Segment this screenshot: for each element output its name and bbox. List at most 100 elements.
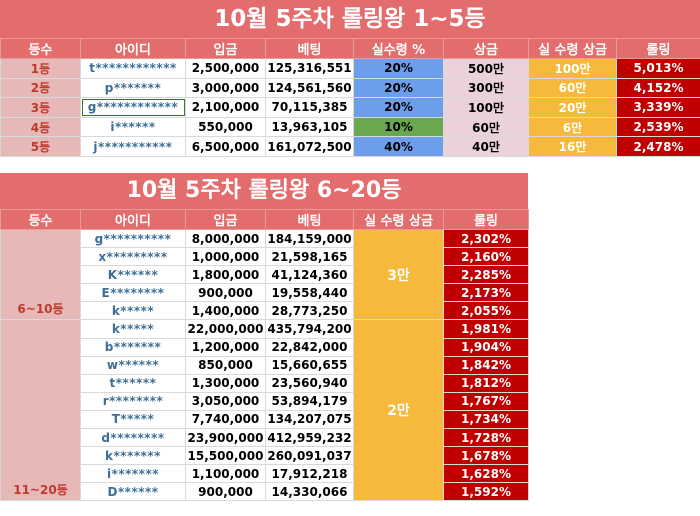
table-row: k***** 1,400,000 28,773,250 2,055% xyxy=(1,301,529,321)
deposit-cell: 1,100,000 xyxy=(185,464,266,484)
rank-cell: 2등 xyxy=(0,77,81,99)
user-id-cell: k***** xyxy=(80,319,186,339)
lower-ranking-title: 10월 5주차 롤링왕 6~20등 xyxy=(0,173,528,209)
prize-cell: 500만 xyxy=(443,58,529,79)
table-row: w****** 850,000 15,660,655 1,842% xyxy=(1,355,529,375)
table-row: k******* 15,500,000 260,091,037 1,678% xyxy=(1,446,529,466)
user-id-cell: d******** xyxy=(80,428,186,448)
bet-cell: 21,598,165 xyxy=(265,247,354,267)
actual-prize-cell: 16만 xyxy=(528,136,617,157)
deposit-cell: 23,900,000 xyxy=(185,428,266,448)
rank-group-11-20: 11~20등 xyxy=(0,319,81,502)
col-header-rolling: 롤링 xyxy=(443,209,529,230)
deposit-cell: 1,400,000 xyxy=(185,301,266,321)
table-header-row: 등수 아이디 입금 베팅 실수령 % 상금 실 수령 상금 롤링 xyxy=(0,38,700,59)
user-id-cell: k******* xyxy=(80,446,186,466)
lower-ranking-table: 등수 아이디 입금 베팅 실 수령 상금 롤링 6~10등 g*********… xyxy=(0,209,529,502)
user-id-cell: w****** xyxy=(80,355,186,375)
bet-cell: 28,773,250 xyxy=(265,301,354,321)
col-header-rolling: 롤링 xyxy=(616,38,700,59)
user-id-cell: i****** xyxy=(80,116,186,138)
user-id-cell: r******** xyxy=(80,391,186,411)
table-row: E******** 900,000 19,558,440 2,173% xyxy=(1,283,529,303)
table-row: d******** 23,900,000 412,959,232 1,728% xyxy=(1,428,529,448)
col-header-id: 아이디 xyxy=(80,38,186,59)
rank-cell: 5등 xyxy=(0,136,81,157)
col-header-actual-prize: 실 수령 상금 xyxy=(353,209,444,230)
user-id-cell: D****** xyxy=(80,482,186,502)
user-id-cell: i******* xyxy=(80,464,186,484)
bet-cell: 53,894,179 xyxy=(265,391,354,411)
table-row: 3등 g************ 2,100,000 70,115,385 20… xyxy=(0,97,700,118)
bet-cell: 125,316,551 xyxy=(265,58,354,79)
deposit-cell: 1,800,000 xyxy=(185,265,266,285)
pct-cell: 40% xyxy=(353,136,444,157)
table-row: 2등 p******* 3,000,000 124,561,560 20% 30… xyxy=(0,77,700,99)
deposit-cell: 1,000,000 xyxy=(185,247,266,267)
deposit-cell: 6,500,000 xyxy=(185,136,266,157)
pct-cell: 10% xyxy=(353,116,444,138)
deposit-cell: 1,200,000 xyxy=(185,337,266,357)
rank-group-6-10: 6~10등 xyxy=(0,228,81,321)
table-row: 1등 t************ 2,500,000 125,316,551 2… xyxy=(0,58,700,79)
bet-cell: 124,561,560 xyxy=(265,77,354,99)
deposit-cell: 8,000,000 xyxy=(185,228,266,249)
table-row: b******* 1,200,000 22,842,000 1,904% xyxy=(1,337,529,357)
actual-prize-cell: 100만 xyxy=(528,58,617,79)
bet-cell: 15,660,655 xyxy=(265,355,354,375)
user-id-cell: p******* xyxy=(80,77,186,99)
actual-prize-cell: 20만 xyxy=(528,97,617,118)
deposit-cell: 2,100,000 xyxy=(185,97,266,118)
col-header-id: 아이디 xyxy=(80,209,186,230)
user-id-cell: k***** xyxy=(80,301,186,321)
table-row: 11~20등 k***** 22,000,000 435,794,200 2만 … xyxy=(0,319,529,502)
prize-cell: 100만 xyxy=(443,97,529,118)
table-row: K****** 1,800,000 41,124,360 2,285% xyxy=(1,265,529,285)
deposit-cell: 550,000 xyxy=(185,116,266,138)
rolling-cell: 2,160% xyxy=(443,247,529,267)
rolling-cell: 1,628% xyxy=(443,464,529,484)
rolling-cell: 4,152% xyxy=(616,77,700,99)
deposit-cell: 22,000,000 xyxy=(185,319,266,339)
user-id-cell: T***** xyxy=(80,409,186,430)
bet-cell: 161,072,500 xyxy=(265,136,354,157)
rolling-cell: 1,678% xyxy=(443,446,529,466)
table-row: D****** 900,000 14,330,066 1,592% xyxy=(1,482,529,502)
col-header-deposit: 입금 xyxy=(185,209,266,230)
rolling-cell: 2,302% xyxy=(443,228,529,249)
top-ranking-table: 등수 아이디 입금 베팅 실수령 % 상금 실 수령 상금 롤링 1등 t***… xyxy=(0,38,700,157)
bet-cell: 22,842,000 xyxy=(265,337,354,357)
deposit-cell: 3,050,000 xyxy=(185,391,266,411)
rolling-cell: 1,842% xyxy=(443,355,529,375)
rolling-cell: 2,285% xyxy=(443,265,529,285)
bet-cell: 184,159,000 xyxy=(265,228,354,249)
table-row: T***** 7,740,000 134,207,075 1,734% xyxy=(1,409,529,430)
prize-cell: 40만 xyxy=(443,136,529,157)
deposit-cell: 2,500,000 xyxy=(185,58,266,79)
deposit-cell: 7,740,000 xyxy=(185,409,266,430)
user-id-cell: x********* xyxy=(80,247,186,267)
group-11-20-prize: 2만 xyxy=(353,319,444,502)
user-id-cell: t************ xyxy=(80,58,186,79)
table-row: t****** 1,300,000 23,560,940 1,812% xyxy=(1,373,529,393)
bet-cell: 260,091,037 xyxy=(265,446,354,466)
deposit-cell: 1,300,000 xyxy=(185,373,266,393)
rank-cell: 3등 xyxy=(0,97,81,118)
rolling-cell: 2,539% xyxy=(616,116,700,138)
table-row: r******** 3,050,000 53,894,179 1,767% xyxy=(1,391,529,411)
prize-cell: 60만 xyxy=(443,116,529,138)
rolling-cell: 5,013% xyxy=(616,58,700,79)
actual-prize-cell: 6만 xyxy=(528,116,617,138)
pct-cell: 20% xyxy=(353,97,444,118)
top-ranking-title: 10월 5주차 롤링왕 1~5등 xyxy=(0,0,700,38)
col-header-bet: 베팅 xyxy=(265,209,354,230)
col-header-pct: 실수령 % xyxy=(353,38,444,59)
bet-cell: 23,560,940 xyxy=(265,373,354,393)
rolling-cell: 1,728% xyxy=(443,428,529,448)
col-header-prize: 상금 xyxy=(443,38,529,59)
rolling-cell: 1,904% xyxy=(443,337,529,357)
col-header-rank: 등수 xyxy=(0,209,81,230)
bet-cell: 14,330,066 xyxy=(265,482,354,502)
bet-cell: 412,959,232 xyxy=(265,428,354,448)
bet-cell: 13,963,105 xyxy=(265,116,354,138)
